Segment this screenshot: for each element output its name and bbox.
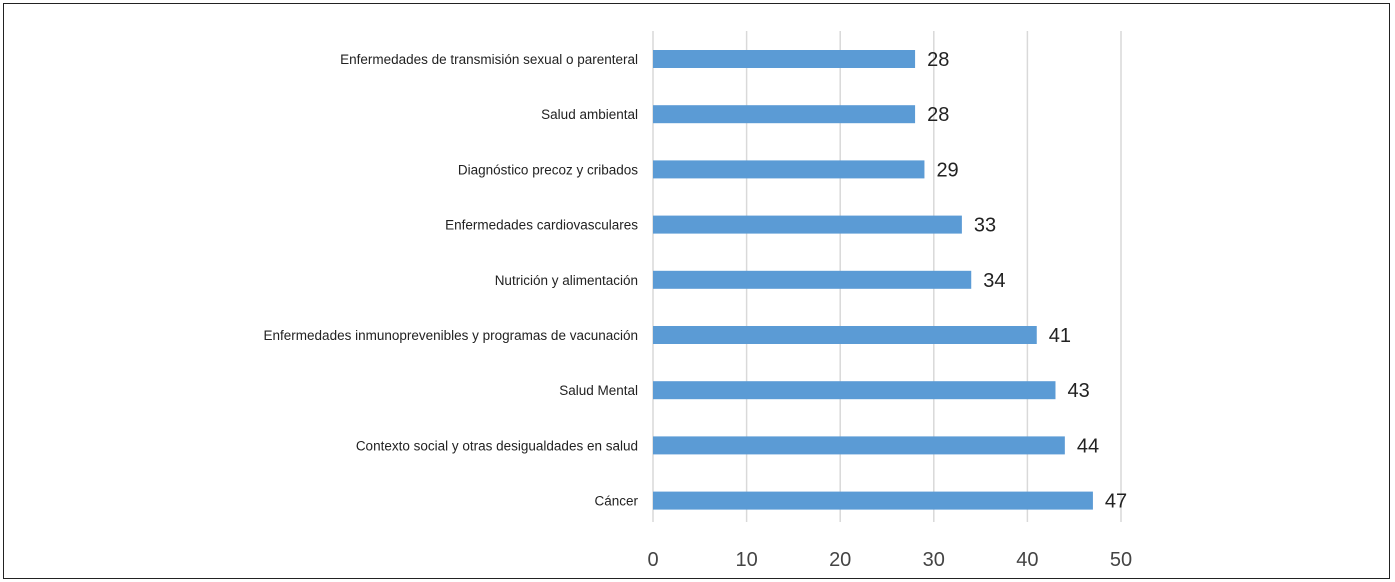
bar [653,160,925,179]
x-tick-label: 50 [1110,549,1132,571]
x-tick-label: 30 [923,549,945,571]
category-label: Nutrición y alimentación [495,273,638,288]
category-label: Enfermedades inmunoprevenibles y program… [264,328,638,343]
x-tick-labels: 0 10 20 30 40 50 [647,549,1132,571]
category-label: Salud Mental [559,383,638,398]
category-label: Diagnóstico precoz y cribados [458,162,638,177]
category-label: Contexto social y otras desigualdades en… [356,438,638,453]
value-label: 41 [1049,325,1071,347]
category-labels: Enfermedades de transmisión sexual o par… [264,52,639,509]
bar [653,326,1037,344]
category-label: Cáncer [594,494,638,509]
bar [653,215,962,234]
value-label: 44 [1077,435,1099,457]
bar [653,436,1065,455]
bars-group [653,50,1093,510]
category-label: Enfermedades de transmisión sexual o par… [340,52,638,67]
x-tick-label: 10 [735,549,757,571]
value-label: 47 [1105,491,1127,513]
x-tick-label: 20 [829,549,851,571]
bar [653,50,916,68]
bar [653,105,916,124]
bar [653,381,1056,400]
x-tick-label: 40 [1016,549,1038,571]
chart-frame: Enfermedades de transmisión sexual o par… [3,3,1390,579]
value-label: 28 [927,104,949,126]
bar [653,491,1093,510]
value-label: 28 [927,49,949,71]
value-label: 33 [974,215,996,237]
value-labels: 28 28 29 33 34 41 43 44 47 [927,49,1127,513]
bar-chart: Enfermedades de transmisión sexual o par… [264,31,1132,571]
value-label: 34 [983,270,1005,292]
bar [653,270,972,289]
value-label: 43 [1067,380,1089,402]
category-label: Enfermedades cardiovasculares [445,218,638,233]
x-tick-label: 0 [647,549,658,571]
category-label: Salud ambiental [541,107,638,122]
value-label: 29 [936,159,958,181]
